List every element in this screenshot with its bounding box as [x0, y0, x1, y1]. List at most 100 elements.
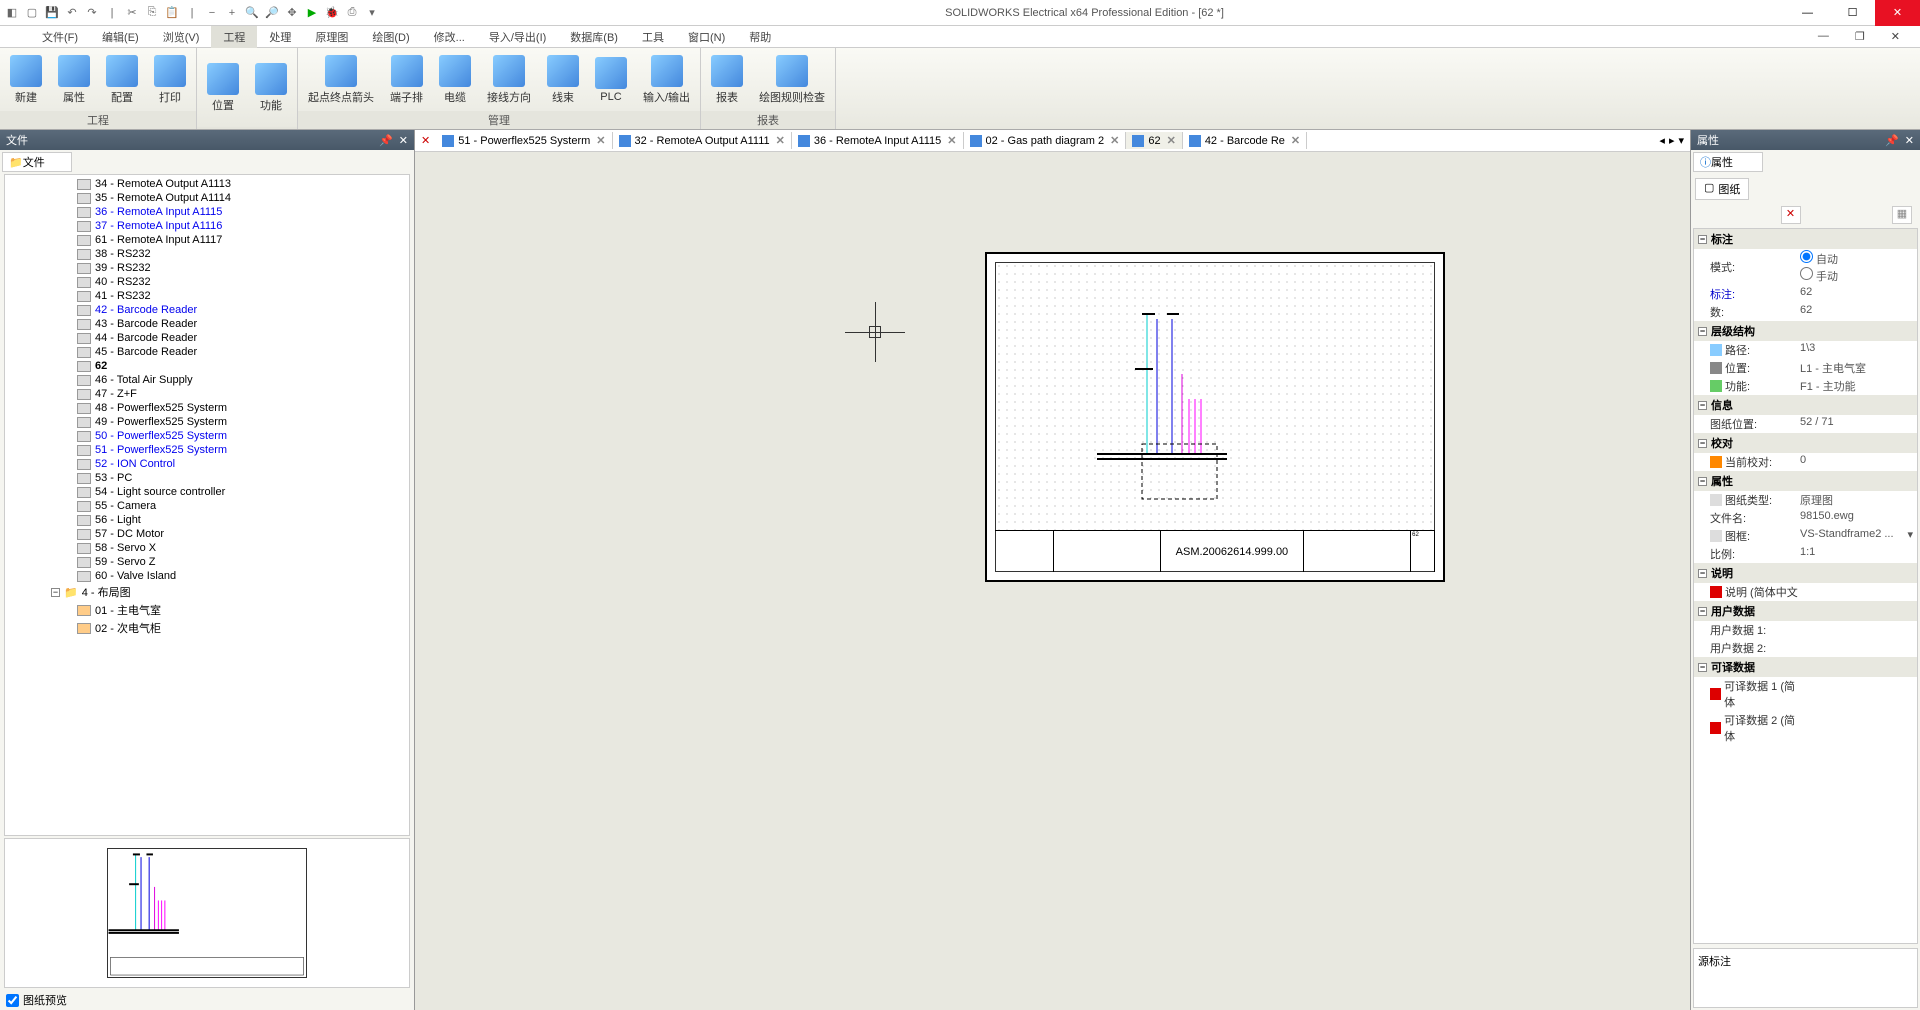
tree-item[interactable]: 34 - RemoteA Output A1113 — [7, 177, 407, 191]
tree-folder[interactable]: −📁4 - 布局图 — [7, 583, 407, 601]
ribbon-功能[interactable]: 功能 — [247, 50, 295, 125]
ribbon-电缆[interactable]: 电缆 — [431, 50, 479, 109]
prop-section[interactable]: −标注 — [1694, 229, 1917, 249]
doc-tab[interactable]: 36 - RemoteA Input A1115✕ — [792, 132, 964, 149]
qat-play-icon[interactable]: ▶ — [304, 5, 320, 21]
tree-item[interactable]: 56 - Light — [7, 513, 407, 527]
menu-1[interactable]: 编辑(E) — [90, 26, 151, 48]
prop-row[interactable]: 比例:1:1 — [1694, 545, 1917, 563]
tree-item[interactable]: 53 - PC — [7, 471, 407, 485]
tree-item[interactable]: 40 - RS232 — [7, 275, 407, 289]
tab-next-icon[interactable]: ▸ — [1669, 134, 1675, 147]
tree-item[interactable]: 43 - Barcode Reader — [7, 317, 407, 331]
mdi-close-icon[interactable]: ✕ — [1879, 27, 1912, 46]
prop-section[interactable]: −说明 — [1694, 563, 1917, 583]
qat-copy-icon[interactable]: ⎘ — [144, 5, 160, 21]
qat-redo-icon[interactable]: ↷ — [84, 5, 100, 21]
pin-icon[interactable]: 📌 — [1885, 134, 1899, 147]
prop-row[interactable]: 用户数据 2: — [1694, 639, 1917, 657]
menu-6[interactable]: 绘图(D) — [360, 26, 421, 48]
tree-item[interactable]: 55 - Camera — [7, 499, 407, 513]
ribbon-绘图规则检查[interactable]: 绘图规则检查 — [751, 50, 833, 109]
mdi-restore-icon[interactable]: ❐ — [1843, 27, 1877, 46]
qat-print-icon[interactable]: ⎙ — [344, 5, 360, 21]
pin-icon[interactable]: 📌 — [379, 134, 393, 147]
qat-delete-icon[interactable]: − — [204, 5, 220, 21]
property-grid[interactable]: −标注模式: 自动 手动标注:62数:62−层级结构路径:1\3位置:L1 - … — [1693, 228, 1918, 944]
tree-item[interactable]: 48 - Powerflex525 Systerm — [7, 401, 407, 415]
mdi-minimize-icon[interactable]: — — [1806, 27, 1841, 46]
tab-prev-icon[interactable]: ◂ — [1659, 134, 1665, 147]
doc-tab[interactable]: 42 - Barcode Re✕ — [1183, 132, 1307, 149]
doc-tab[interactable]: 62✕ — [1126, 132, 1182, 149]
tree-item[interactable]: 37 - RemoteA Input A1116 — [7, 219, 407, 233]
qat-bug-icon[interactable]: 🐞 — [324, 5, 340, 21]
menu-0[interactable]: 文件(F) — [30, 26, 90, 48]
tree-item[interactable]: 36 - RemoteA Input A1115 — [7, 205, 407, 219]
ribbon-接线方向[interactable]: 接线方向 — [479, 50, 539, 109]
prop-row[interactable]: 说明 (简体中文 — [1694, 583, 1917, 601]
qat-paste-icon[interactable]: 📋 — [164, 5, 180, 21]
tab-list-icon[interactable]: ▾ — [1678, 134, 1684, 147]
ribbon-报表[interactable]: 报表 — [703, 50, 751, 109]
qat-cut-icon[interactable]: ✂ — [124, 5, 140, 21]
close-button[interactable]: ✕ — [1875, 0, 1920, 26]
qat-undo-icon[interactable]: ↶ — [64, 5, 80, 21]
prop-row[interactable]: 图纸位置:52 / 71 — [1694, 415, 1917, 433]
tree-item[interactable]: 60 - Valve Island — [7, 569, 407, 583]
maximize-button[interactable]: ☐ — [1830, 0, 1875, 26]
prop-row[interactable]: 功能:F1 - 主功能 — [1694, 377, 1917, 395]
tree-item[interactable]: 38 - RS232 — [7, 247, 407, 261]
prop-row[interactable]: 用户数据 1: — [1694, 621, 1917, 639]
prop-row[interactable]: 路径:1\3 — [1694, 341, 1917, 359]
preview-toggle[interactable]: 图纸预览 — [0, 990, 414, 1010]
tab-close-icon[interactable]: ✕ — [596, 134, 605, 147]
menu-11[interactable]: 窗口(N) — [676, 26, 737, 48]
tree-item[interactable]: 35 - RemoteA Output A1114 — [7, 191, 407, 205]
qat-save-icon[interactable]: 💾 — [44, 5, 60, 21]
ribbon-PLC[interactable]: PLC — [587, 50, 635, 109]
qat-new-icon[interactable]: ▢ — [24, 5, 40, 21]
qat-move-icon[interactable]: ✥ — [284, 5, 300, 21]
tree-item[interactable]: 49 - Powerflex525 Systerm — [7, 415, 407, 429]
prop-row[interactable]: 标注:62 — [1694, 285, 1917, 303]
tree-item[interactable]: 57 - DC Motor — [7, 527, 407, 541]
menu-7[interactable]: 修改... — [422, 26, 477, 48]
files-tab[interactable]: 📁 文件 — [2, 152, 72, 172]
prop-row[interactable]: 当前校对:0 — [1694, 453, 1917, 471]
prop-row[interactable]: 可译数据 2 (简体 — [1694, 711, 1917, 745]
tree-item[interactable]: 62 — [7, 359, 407, 373]
menu-10[interactable]: 工具 — [630, 26, 676, 48]
menu-3[interactable]: 工程 — [211, 26, 257, 48]
tab-close-icon[interactable]: ✕ — [947, 134, 956, 147]
props-tab[interactable]: ⓘ 属性 — [1693, 152, 1763, 172]
prop-row[interactable]: 文件名:98150.ewg — [1694, 509, 1917, 527]
tab-close-icon[interactable]: ✕ — [776, 134, 785, 147]
doc-tab[interactable]: 02 - Gas path diagram 2✕ — [964, 132, 1127, 149]
tree-item[interactable]: 58 - Servo X — [7, 541, 407, 555]
tree-subitem[interactable]: 01 - 主电气室 — [7, 601, 407, 619]
minimize-button[interactable]: — — [1785, 0, 1830, 26]
menu-5[interactable]: 原理图 — [303, 26, 360, 48]
prop-row[interactable]: 图框:VS-Standframe2 ... ▾ — [1694, 527, 1917, 545]
qat-zoomin-icon[interactable]: 🔍 — [244, 5, 260, 21]
delete-button[interactable]: ✕ — [1781, 206, 1801, 224]
tree-item[interactable]: 45 - Barcode Reader — [7, 345, 407, 359]
prop-row[interactable]: 模式: 自动 手动 — [1694, 249, 1917, 285]
menu-4[interactable]: 处理 — [257, 26, 303, 48]
menu-12[interactable]: 帮助 — [737, 26, 783, 48]
ribbon-新建[interactable]: 新建 — [2, 50, 50, 109]
tree-item[interactable]: 44 - Barcode Reader — [7, 331, 407, 345]
ribbon-线束[interactable]: 线束 — [539, 50, 587, 109]
prop-section[interactable]: −可译数据 — [1694, 657, 1917, 677]
menu-2[interactable]: 浏览(V) — [151, 26, 212, 48]
prop-section[interactable]: −层级结构 — [1694, 321, 1917, 341]
tree-item[interactable]: 51 - Powerflex525 Systerm — [7, 443, 407, 457]
qat-add-icon[interactable]: + — [224, 5, 240, 21]
ribbon-输入/输出[interactable]: 输入/输出 — [635, 50, 698, 109]
doc-tab[interactable]: 32 - RemoteA Output A1111✕ — [613, 132, 792, 149]
ribbon-位置[interactable]: 位置 — [199, 50, 247, 125]
tree-item[interactable]: 46 - Total Air Supply — [7, 373, 407, 387]
prop-row[interactable]: 图纸类型:原理图 — [1694, 491, 1917, 509]
menu-9[interactable]: 数据库(B) — [558, 26, 630, 48]
